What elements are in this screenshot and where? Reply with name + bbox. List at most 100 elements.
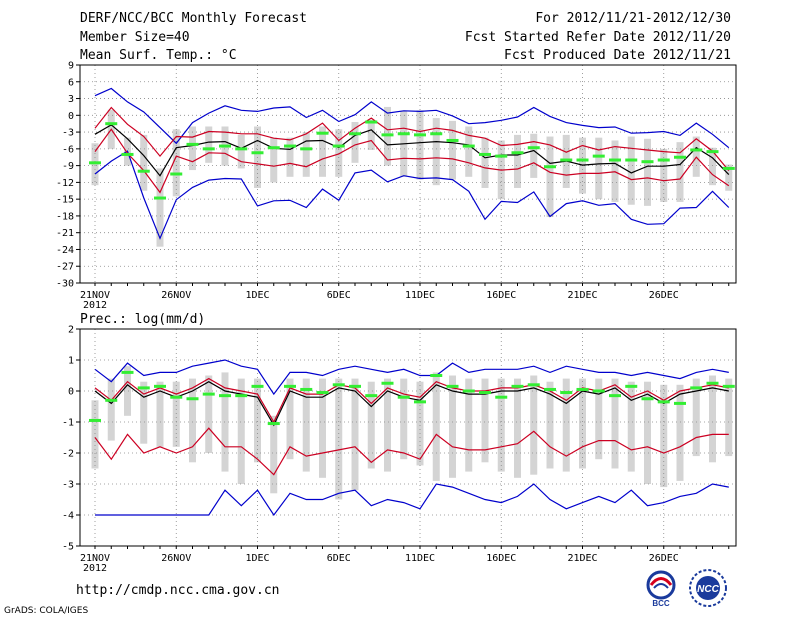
temp-spread-bar <box>237 134 245 169</box>
temp-median-marker <box>219 144 231 148</box>
prec-spread-bar <box>611 378 619 469</box>
prec-y-tick-label: 0 <box>68 387 74 398</box>
temp-spread-bar <box>140 134 148 191</box>
prec-median-marker <box>219 394 231 398</box>
bcc-logo-text: BCC <box>652 599 670 608</box>
prec-spread-bar <box>416 381 424 466</box>
temp-median-marker <box>251 151 264 155</box>
prec-x-tick-label: 11DEC <box>405 553 435 564</box>
member-size-label: Member Size=40 <box>80 30 190 45</box>
prec-x-tick-label: 1DEC <box>245 553 269 564</box>
temp-median-marker <box>235 147 248 151</box>
prec-y-tick-label: -5 <box>62 542 74 553</box>
prec-median-marker <box>657 400 670 404</box>
prec-median-marker <box>446 384 459 388</box>
prec-median-marker <box>300 387 313 391</box>
prec-spread-bar <box>302 378 310 472</box>
temp-x-tick-label: 26DEC <box>649 290 679 301</box>
prec-median-marker <box>511 384 524 388</box>
temp-median-marker <box>592 154 605 158</box>
temp-median-marker <box>121 152 134 156</box>
temp-max-line <box>94 87 730 149</box>
prec-median-marker <box>267 422 280 426</box>
temp-median-marker <box>381 133 394 137</box>
prec-spread-bar <box>400 378 408 460</box>
temp-mean-line <box>94 124 730 177</box>
prec-median-marker <box>495 395 508 399</box>
prec-median-marker <box>365 394 378 398</box>
temp-median-marker <box>479 152 491 156</box>
temp-median-marker <box>495 154 508 158</box>
temp-y-tick-label: -27 <box>56 262 74 273</box>
prec-spread-bar <box>221 372 229 472</box>
temp-y-tick-label: 0 <box>68 111 74 122</box>
forecast-period: For 2012/11/21-2012/12/30 <box>535 11 731 26</box>
prec-median-marker <box>121 370 134 374</box>
prec-spread-bar <box>644 381 651 484</box>
prec-y-tick-label: -3 <box>62 480 74 491</box>
prec-median-marker <box>202 392 215 396</box>
prec-spread-bar <box>172 381 180 447</box>
temp-x-tick-label: 21DEC <box>567 290 597 301</box>
prec-median-marker <box>706 381 719 385</box>
prec-spread-bar <box>432 372 440 481</box>
temp-median-marker <box>430 132 443 136</box>
prec-spread-bar <box>124 366 131 416</box>
temp-spread-bar <box>660 148 668 202</box>
temp-y-tick-label: 6 <box>68 77 74 88</box>
prec-lower-line <box>94 427 729 476</box>
temp-spread-bar <box>416 110 424 180</box>
temp-spread-bar <box>205 126 213 163</box>
ncc-logo-text: NCC <box>697 584 719 595</box>
temp-x-tick-label: 6DEC <box>327 290 351 301</box>
temp-y-tick-label: -21 <box>56 228 74 239</box>
prec-spread-bar <box>254 378 261 463</box>
prec-median-marker <box>316 391 329 395</box>
forecast-start-date: Fcst Started Refer Date 2012/11/20 <box>464 30 731 45</box>
prec-year-label: 2012 <box>83 563 107 574</box>
temp-y-tick-label: -18 <box>56 211 74 222</box>
prec-spread-bar <box>595 378 603 460</box>
temp-x-tick-label: 16DEC <box>486 290 516 301</box>
temp-spread-bar <box>514 134 521 188</box>
prec-spread-bar <box>692 378 700 457</box>
temp-x-tick-label: 1DEC <box>245 290 269 301</box>
grads-credit: GrADS: COLA/IGES <box>4 606 89 616</box>
prec-spread-bar <box>465 378 473 472</box>
temp-y-tick-label: -12 <box>56 178 74 189</box>
temp-y-tick-label: -30 <box>56 279 74 290</box>
prec-median-marker <box>284 384 296 388</box>
temp-median-marker <box>674 155 686 159</box>
prec-median-marker <box>170 395 183 399</box>
source-url[interactable]: http://cmdp.ncc.cma.gov.cn <box>76 583 280 598</box>
temp-median-marker <box>170 172 183 176</box>
temp-min-line <box>94 150 730 240</box>
bcc-logo: BCC <box>646 570 676 608</box>
prec-spread-bar <box>91 400 99 469</box>
temp-lower-line <box>94 128 730 194</box>
temp-median-marker <box>609 158 621 162</box>
prec-spread-bar <box>546 381 554 469</box>
prec-spread-bar <box>627 381 635 472</box>
prec-spread-bar <box>660 384 668 488</box>
prec-plot-frame <box>79 328 737 547</box>
prec-median-marker <box>381 381 394 385</box>
prec-spread-bar <box>449 375 456 478</box>
temp-spread-bar <box>367 119 375 150</box>
prec-x-tick-label: 6DEC <box>327 553 351 564</box>
temp-median-marker <box>511 151 524 155</box>
prec-spread-bar <box>676 384 684 481</box>
temp-x-tick-label: 21NOV <box>80 290 110 301</box>
prec-spread-bar <box>270 415 278 494</box>
prec-spread-bar <box>384 378 391 472</box>
prec-median-marker <box>641 397 654 401</box>
temp-median-marker <box>641 160 654 164</box>
prec-max-line <box>94 359 729 396</box>
temp-median-marker <box>284 144 296 148</box>
temp-spread-bar <box>172 129 180 197</box>
prec-median-marker <box>154 384 166 388</box>
temp-median-marker <box>89 161 101 165</box>
prec-upper-line <box>94 377 729 424</box>
temp-y-tick-label: -24 <box>56 245 74 256</box>
temp-x-tick-label: 26NOV <box>161 290 191 301</box>
